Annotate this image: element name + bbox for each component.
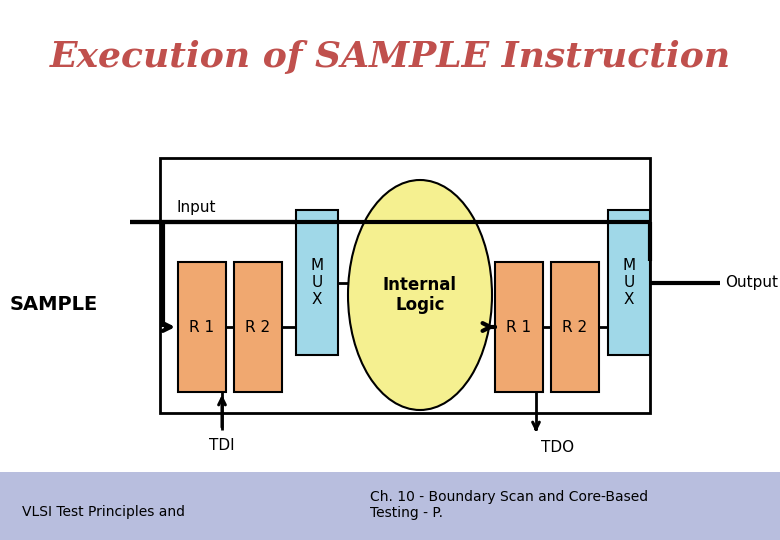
Bar bbox=[234, 262, 282, 392]
Bar bbox=[608, 210, 650, 355]
Bar bbox=[160, 158, 650, 413]
Text: M
U
X: M U X bbox=[622, 258, 636, 307]
Text: R 1: R 1 bbox=[190, 320, 214, 334]
Bar bbox=[296, 210, 338, 355]
Text: Execution of SAMPLE Instruction: Execution of SAMPLE Instruction bbox=[49, 40, 731, 74]
Text: Ch. 10 - Boundary Scan and Core-Based
Testing - P.: Ch. 10 - Boundary Scan and Core-Based Te… bbox=[370, 490, 648, 520]
Text: R 2: R 2 bbox=[562, 320, 587, 334]
Ellipse shape bbox=[348, 180, 492, 410]
Text: TDO: TDO bbox=[541, 441, 574, 456]
Text: SAMPLE: SAMPLE bbox=[10, 295, 98, 314]
Text: VLSI Test Principles and: VLSI Test Principles and bbox=[22, 505, 185, 519]
Text: Input: Input bbox=[176, 200, 215, 215]
Text: R 2: R 2 bbox=[246, 320, 271, 334]
Text: M
U
X: M U X bbox=[310, 258, 324, 307]
Text: Output: Output bbox=[725, 275, 778, 290]
Bar bbox=[495, 262, 543, 392]
Bar bbox=[551, 262, 599, 392]
Bar bbox=[0, 472, 780, 540]
Text: R 1: R 1 bbox=[506, 320, 531, 334]
Bar bbox=[178, 262, 226, 392]
Text: TDI: TDI bbox=[209, 438, 235, 454]
Text: Internal
Logic: Internal Logic bbox=[383, 275, 457, 314]
